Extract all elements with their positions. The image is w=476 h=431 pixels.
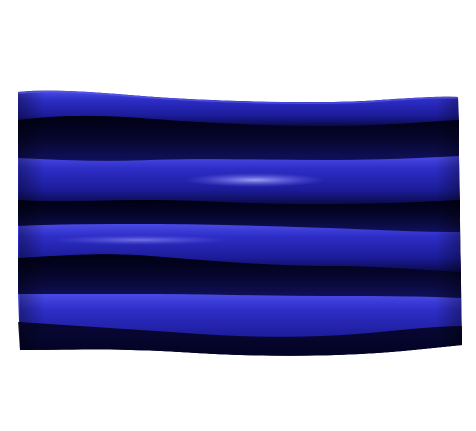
top-rim: [17, 90, 459, 104]
edge-shading: [18, 90, 462, 356]
